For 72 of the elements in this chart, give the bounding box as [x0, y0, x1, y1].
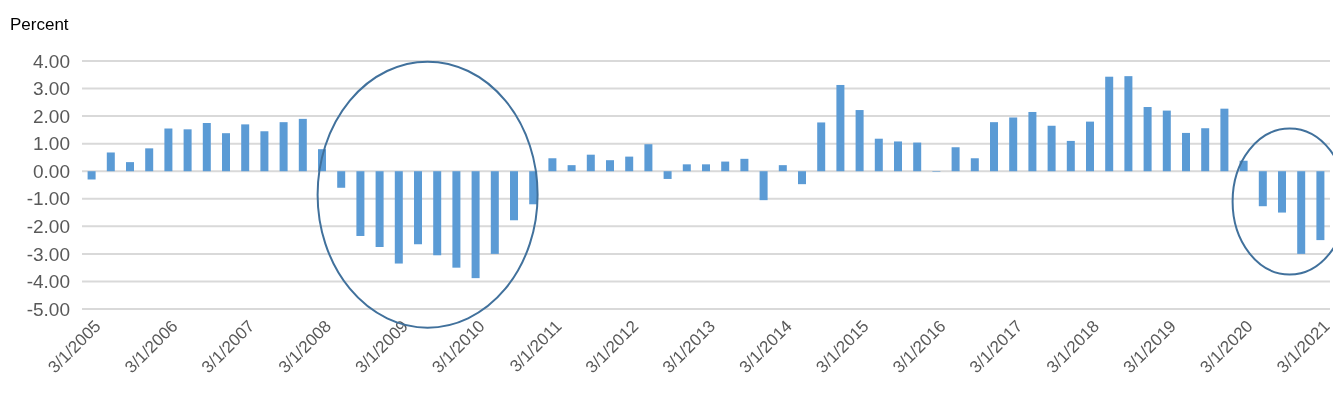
bar [1124, 76, 1133, 172]
bar [145, 148, 154, 172]
bar [740, 158, 749, 172]
bar [260, 131, 269, 172]
bar [1086, 121, 1094, 172]
y-tick-label: -1.00 [26, 188, 70, 210]
bar [1009, 117, 1018, 172]
bar [452, 171, 461, 268]
y-tick-label: -2.00 [26, 215, 70, 237]
bar [1201, 128, 1210, 172]
bar [106, 152, 115, 172]
bar [1066, 140, 1075, 172]
bar [1182, 132, 1190, 172]
bar [1220, 108, 1229, 172]
bar [337, 171, 346, 188]
bar [1105, 76, 1114, 172]
bar [414, 171, 422, 245]
bar [202, 123, 211, 172]
bar [606, 160, 614, 172]
bar [759, 171, 768, 201]
bar [490, 171, 499, 254]
bar [1143, 107, 1152, 172]
bar [817, 122, 826, 172]
bar [586, 154, 595, 172]
y-tick-label: 2.00 [33, 105, 70, 127]
bar [913, 142, 922, 172]
bar [1278, 171, 1286, 213]
y-tick-label: 0.00 [33, 160, 70, 182]
bar [702, 164, 710, 172]
bar [433, 171, 442, 256]
y-axis-title: Percent [10, 15, 69, 34]
bar [721, 161, 730, 172]
y-tick-label: -4.00 [26, 271, 70, 293]
bar [778, 165, 787, 172]
bar [894, 141, 902, 172]
bar [663, 171, 672, 179]
bar [625, 156, 634, 172]
bar [394, 171, 403, 264]
bar [298, 118, 307, 172]
bar [855, 110, 864, 172]
bar [567, 165, 576, 172]
y-tick-label: 1.00 [33, 133, 70, 155]
bar [471, 171, 480, 279]
bar [241, 124, 250, 172]
bar [836, 84, 845, 172]
bar [951, 147, 960, 172]
bar [279, 122, 288, 172]
bar [183, 129, 192, 172]
bar [798, 171, 806, 185]
bar [1162, 110, 1171, 172]
bar [874, 138, 883, 172]
bar [1316, 171, 1325, 241]
bar [1258, 171, 1267, 207]
bar [1047, 125, 1056, 172]
bar [548, 158, 557, 172]
bar [682, 164, 691, 172]
bar [510, 171, 518, 221]
bar [970, 158, 979, 172]
y-tick-label: 3.00 [33, 78, 70, 100]
bar [356, 171, 365, 236]
bar [1028, 111, 1037, 172]
bar [126, 162, 134, 172]
y-tick-label: 4.00 [33, 50, 70, 72]
y-tick-label: -5.00 [26, 298, 70, 320]
bar [1297, 171, 1306, 254]
bar [164, 128, 173, 172]
bar [644, 144, 653, 172]
bar [87, 171, 96, 180]
bar [375, 171, 384, 247]
y-tick-label: -3.00 [26, 243, 70, 265]
bar [990, 122, 998, 172]
bar [222, 133, 230, 172]
